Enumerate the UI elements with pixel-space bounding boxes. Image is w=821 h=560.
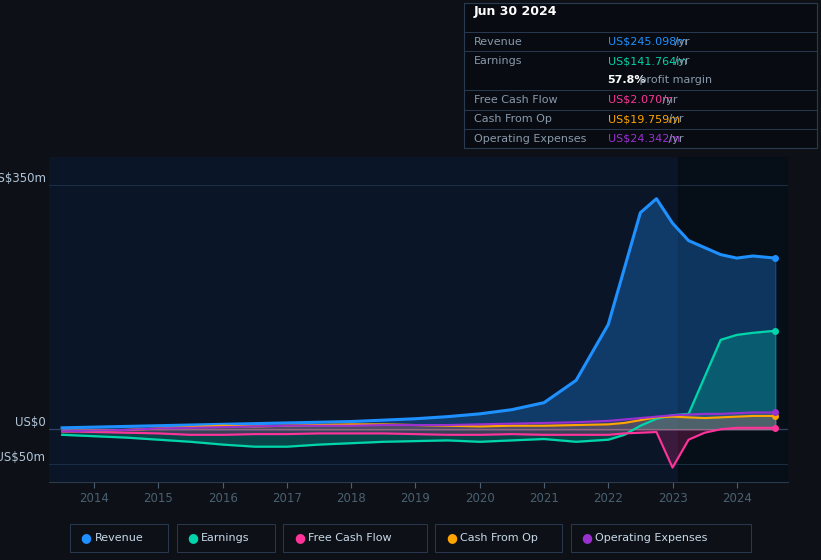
Text: US$245.098m: US$245.098m (608, 36, 687, 46)
Text: Operating Expenses: Operating Expenses (474, 134, 586, 144)
Text: Cash From Op: Cash From Op (474, 114, 552, 124)
Text: ●: ● (187, 531, 198, 544)
Bar (677, 157, 788, 482)
Text: Revenue: Revenue (474, 36, 522, 46)
Text: ●: ● (581, 531, 592, 544)
Text: /yr: /yr (659, 95, 678, 105)
Text: -US$50m: -US$50m (0, 451, 46, 464)
Text: Free Cash Flow: Free Cash Flow (308, 533, 392, 543)
Text: ●: ● (294, 531, 305, 544)
Text: Cash From Op: Cash From Op (460, 533, 538, 543)
Text: US$24.342m: US$24.342m (608, 134, 680, 144)
Text: Earnings: Earnings (201, 533, 250, 543)
Text: /yr: /yr (671, 36, 690, 46)
Text: ●: ● (446, 531, 456, 544)
Text: Jun 30 2024: Jun 30 2024 (474, 5, 557, 18)
Text: Operating Expenses: Operating Expenses (595, 533, 708, 543)
Text: US$2.070m: US$2.070m (608, 95, 672, 105)
Text: Free Cash Flow: Free Cash Flow (474, 95, 557, 105)
Text: ●: ● (80, 531, 91, 544)
Text: US$19.759m: US$19.759m (608, 114, 680, 124)
Text: /yr: /yr (671, 56, 690, 66)
Text: Earnings: Earnings (474, 56, 522, 66)
Text: US$141.764m: US$141.764m (608, 56, 686, 66)
Text: US$350m: US$350m (0, 172, 46, 185)
Text: 57.8%: 57.8% (608, 76, 646, 86)
Text: Revenue: Revenue (94, 533, 143, 543)
Text: US$0: US$0 (15, 416, 46, 429)
Text: profit margin: profit margin (636, 76, 713, 86)
Text: /yr: /yr (665, 114, 684, 124)
Text: /yr: /yr (665, 134, 684, 144)
